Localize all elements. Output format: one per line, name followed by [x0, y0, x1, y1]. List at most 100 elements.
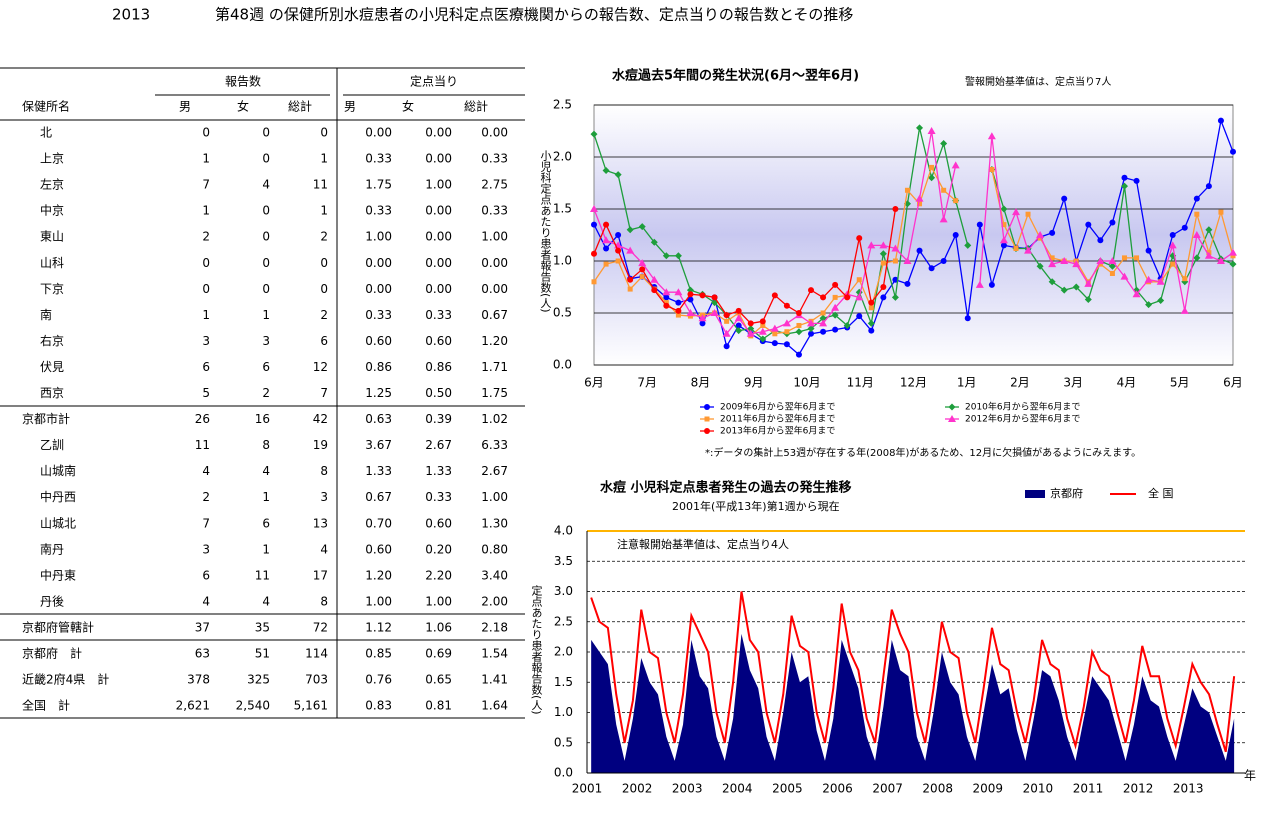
point — [1061, 195, 1068, 202]
footnote: *:データの集計上53週が存在する年(2008年)があるため、12月に欠損値があ… — [705, 446, 1141, 459]
point — [602, 236, 611, 244]
point — [723, 312, 730, 319]
cell: 3 — [320, 490, 328, 504]
point — [615, 258, 621, 264]
point — [927, 127, 936, 134]
column-header: 総計 — [288, 99, 312, 114]
point — [856, 277, 862, 283]
row-name: 全国 計 — [22, 698, 70, 713]
point — [1108, 257, 1117, 264]
point — [1109, 270, 1115, 276]
cell: 16 — [255, 412, 270, 426]
cell: 0.00 — [481, 256, 508, 270]
x-tick-label: 2004 — [722, 782, 753, 796]
cell: 2.18 — [481, 620, 508, 634]
cell: 0 — [262, 282, 270, 296]
point — [591, 221, 597, 228]
cell: 2 — [320, 308, 328, 322]
group-header: 定点当り — [410, 74, 458, 89]
point — [1120, 182, 1128, 190]
y-tick-label: 0.0 — [554, 766, 573, 780]
point — [795, 351, 802, 358]
point — [663, 294, 670, 301]
point — [627, 286, 633, 292]
cell: 1.20 — [481, 334, 508, 348]
cell: 0.86 — [365, 360, 392, 374]
cell: 7 — [202, 178, 210, 192]
legend-label: 2010年6月から翌年6月まで — [965, 401, 1080, 413]
point — [1181, 224, 1188, 231]
plot-area — [593, 104, 1234, 366]
point — [820, 310, 826, 316]
cell: 378 — [187, 673, 210, 687]
point — [880, 260, 886, 266]
cell: 0.00 — [425, 282, 452, 296]
point — [602, 167, 610, 175]
column-header: 保健所名 — [22, 99, 70, 114]
y-tick-label: 1.0 — [553, 254, 572, 268]
point — [880, 294, 887, 301]
cell: 2,621 — [176, 699, 210, 713]
point — [734, 314, 743, 322]
point — [795, 328, 803, 336]
x-tick-label: 7月 — [637, 376, 657, 390]
cell: 63 — [195, 647, 210, 661]
point — [699, 320, 706, 327]
x-tick-label: 11月 — [847, 376, 874, 390]
cell: 0.60 — [365, 334, 392, 348]
row-name: 京都市計 — [22, 411, 70, 426]
cell: 0.33 — [425, 308, 452, 322]
x-tick-label: 2012 — [1123, 782, 1154, 796]
point — [1037, 235, 1043, 241]
legend-label: 2009年6月から翌年6月まで — [720, 401, 835, 413]
cell: 0.81 — [425, 699, 452, 713]
point — [1216, 257, 1225, 264]
point — [590, 205, 598, 212]
cell: 2,540 — [236, 699, 270, 713]
point — [879, 241, 888, 249]
row-name: 丹後 — [40, 594, 64, 608]
point — [939, 215, 948, 223]
point — [1156, 277, 1165, 285]
cell: 0.83 — [365, 699, 392, 713]
cell: 1.71 — [481, 360, 508, 374]
x-tick-label: 2010 — [1023, 782, 1054, 796]
group-header: 報告数 — [225, 74, 261, 89]
legend-label: 2011年6月から翌年6月まで — [720, 413, 835, 425]
x-tick-label: 12月 — [900, 376, 927, 390]
cell: 325 — [247, 673, 270, 687]
cell: 0.70 — [365, 516, 392, 530]
point — [868, 327, 875, 334]
cell: 19 — [313, 438, 328, 452]
y-tick-label: 3.0 — [554, 584, 573, 598]
column-header: 男 — [344, 100, 356, 114]
point — [1121, 255, 1127, 261]
cell: 0.85 — [365, 647, 392, 661]
point — [916, 247, 923, 254]
series-area — [591, 633, 1235, 773]
cell: 1.64 — [481, 699, 508, 713]
cell: 0.67 — [481, 308, 508, 322]
five-year-chart: 0.0 0.5 1.0 1.5 2.0 2.5 6月 7月 8月 9月 10月 11月 12月 1月 2月 3… — [539, 68, 1243, 460]
x-tick-label: 2001 — [572, 782, 603, 796]
y-tick-label: 1.5 — [554, 675, 573, 689]
point — [867, 319, 875, 327]
point — [855, 293, 864, 301]
row-name: 南 — [40, 307, 52, 322]
point — [1168, 241, 1177, 249]
cell: 2 — [202, 230, 210, 244]
point — [783, 341, 790, 348]
cell: 1.30 — [481, 516, 508, 530]
point — [1192, 231, 1201, 238]
cell: 0.39 — [425, 412, 452, 426]
legend-label: 2013年6月から翌年6月まで — [720, 425, 835, 437]
cell: 72 — [313, 620, 328, 634]
x-tick-label: 2011 — [1073, 782, 1104, 796]
y-tick-label: 3.5 — [554, 554, 573, 568]
point — [915, 194, 924, 202]
point — [759, 318, 766, 325]
x-tick-label: 10月 — [793, 376, 820, 390]
x-tick-label: 6月 — [584, 376, 604, 390]
row-name: 北 — [40, 126, 52, 140]
